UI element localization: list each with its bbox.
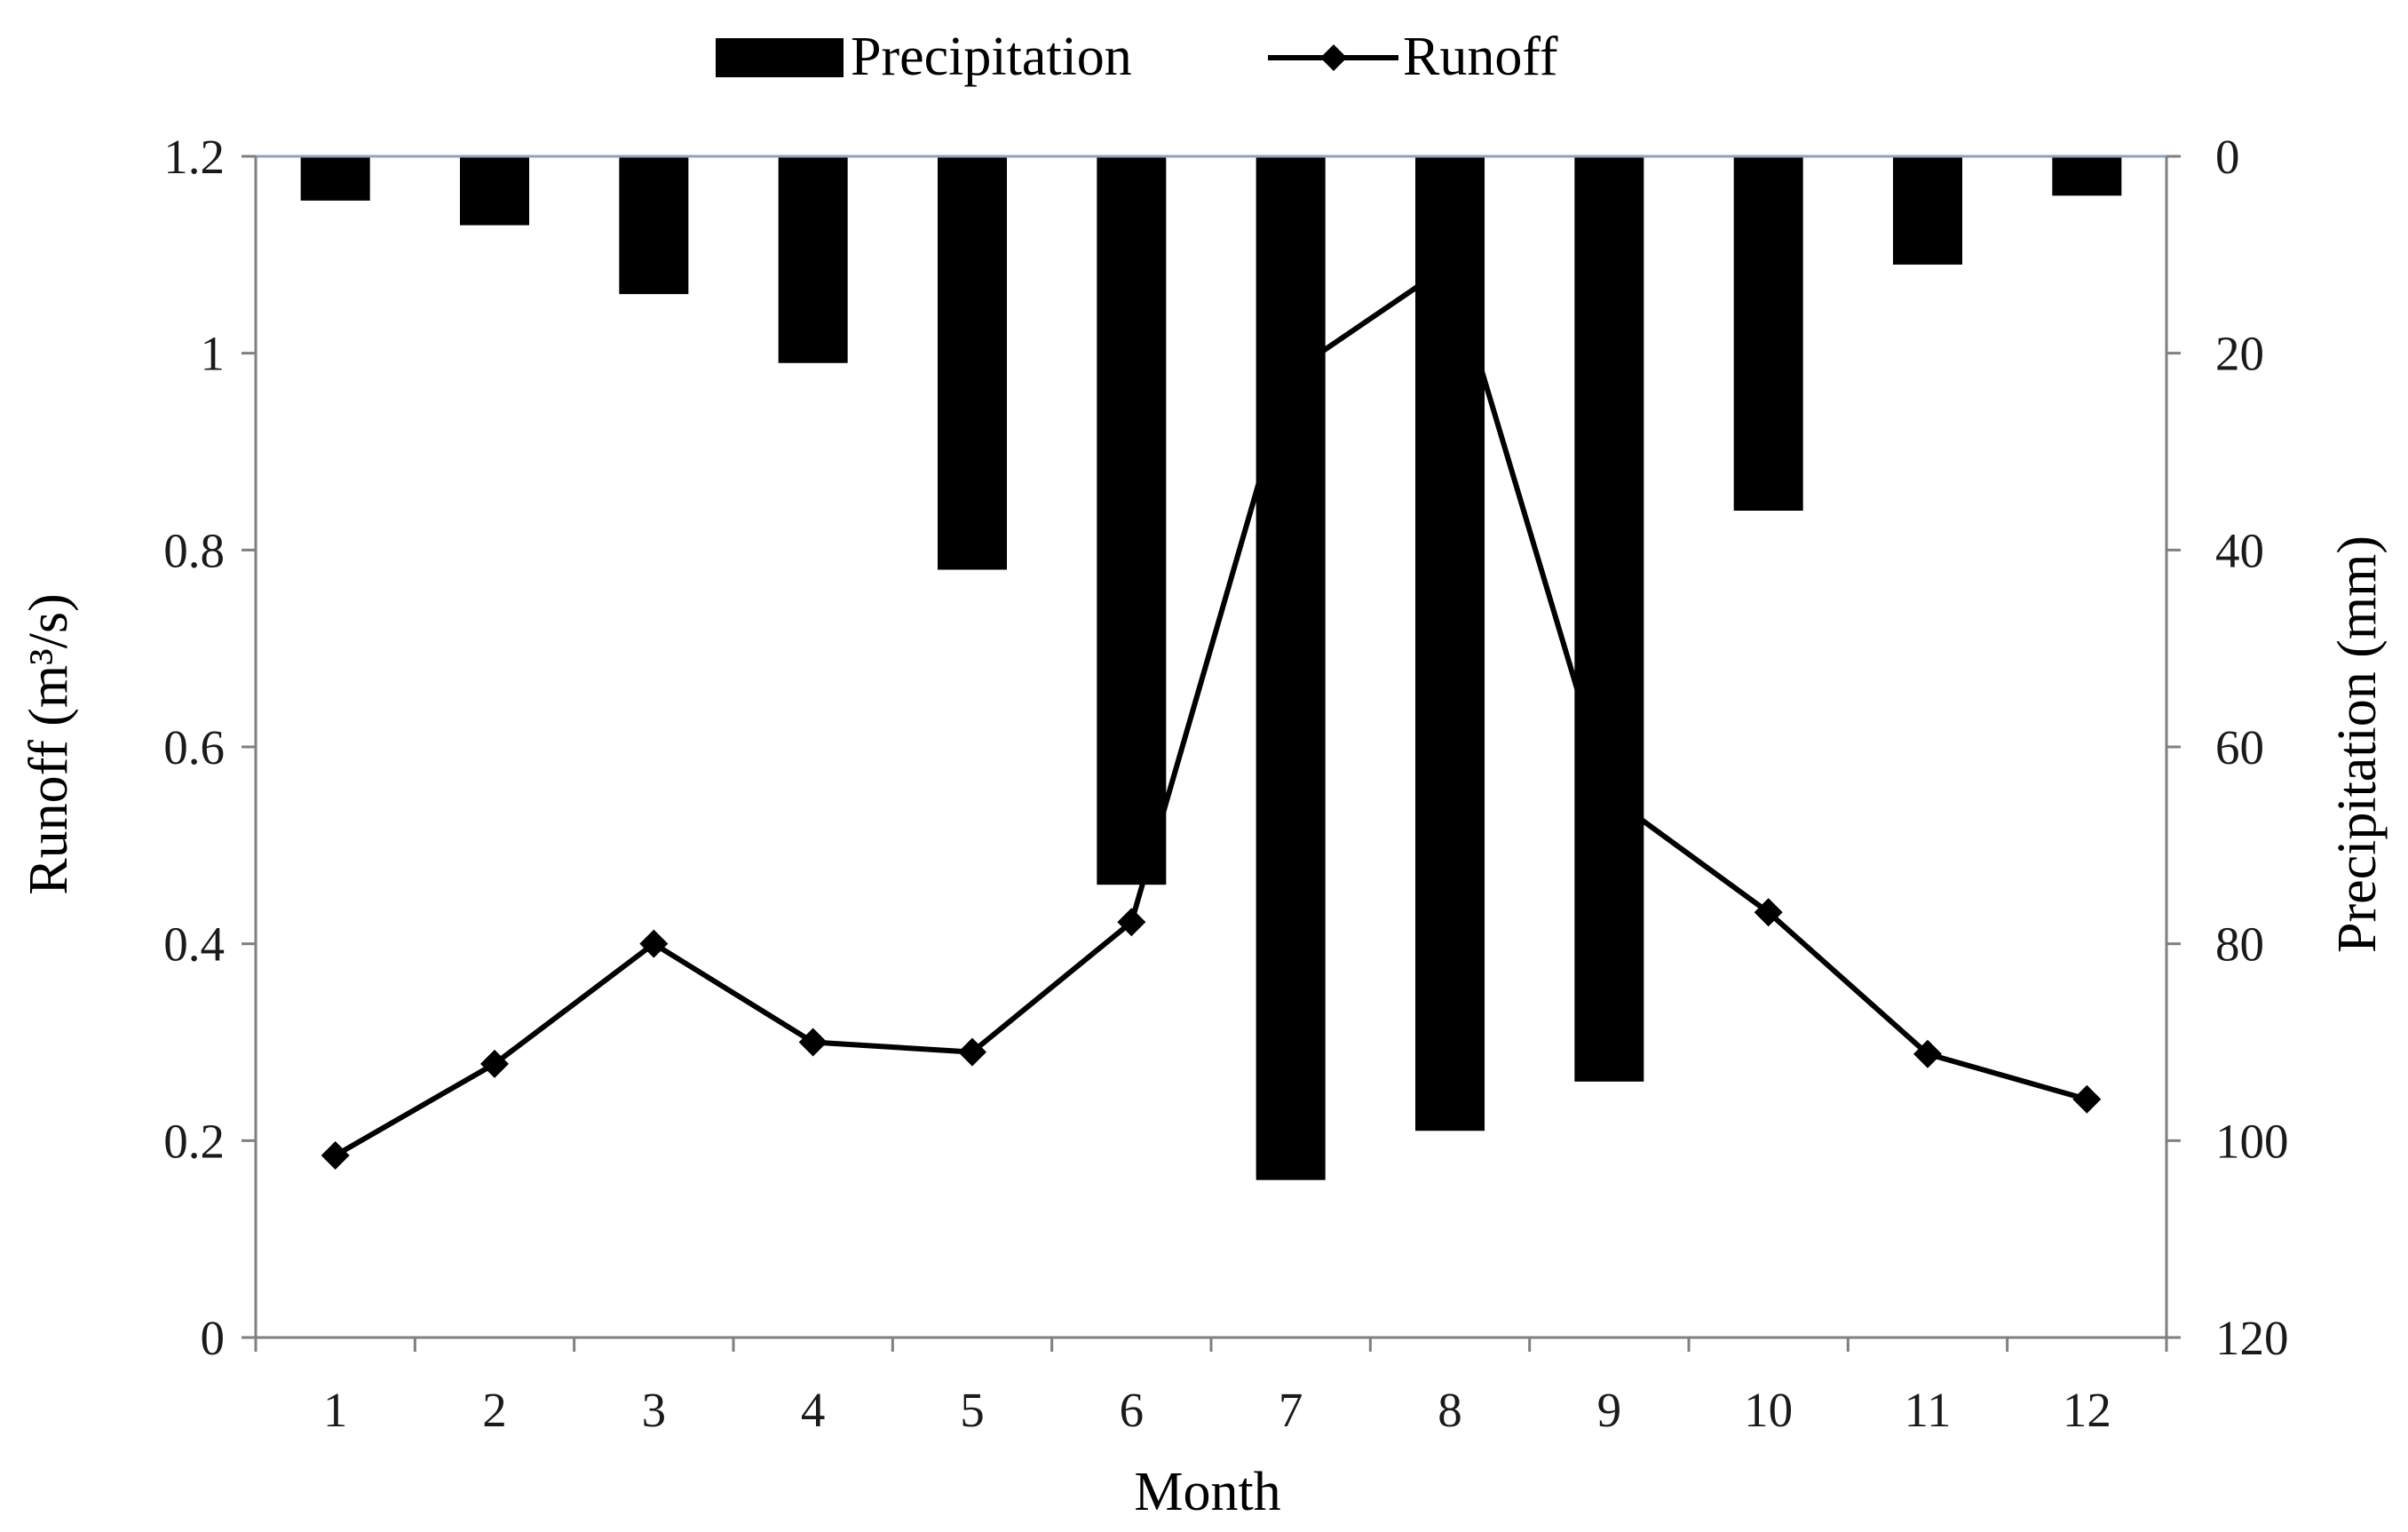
x-tick-label: 1 [323,1383,348,1437]
legend: Precipitation Runoff [716,27,1558,87]
precipitation-bar [938,156,1007,570]
precipitation-bar [1097,156,1167,885]
runoff-line-layer [321,250,2102,1170]
precipitation-bar [460,156,529,226]
runoff-point [958,1037,986,1067]
legend-symbol-precipitation [716,38,844,77]
runoff-point [798,1028,828,1057]
right-y-tick-label: 60 [2215,720,2264,774]
x-tick-label: 12 [2063,1383,2111,1437]
right-y-tick-label: 100 [2215,1114,2289,1168]
left-y-tick-label: 0.6 [163,720,225,774]
x-tick-label: 9 [1597,1383,1622,1437]
runoff-point [1436,250,1464,279]
runoff-point [1754,898,1783,927]
precipitation-bar [2052,156,2122,196]
right-y-tick-label: 120 [2215,1311,2289,1365]
x-tick-label: 7 [1279,1383,1303,1437]
left-y-tick-label: 0 [201,1311,226,1365]
legend-symbol-runoff-marker [1320,44,1347,71]
right-y-tick-label: 80 [2215,917,2264,972]
right-y-tick-label: 40 [2215,523,2264,577]
left-y-tick-label: 0.2 [163,1114,225,1168]
x-tick-label: 11 [1905,1383,1952,1437]
x-tick-label: 3 [642,1383,667,1437]
left-y-tick-label: 1.2 [163,130,225,184]
runoff-point [1276,358,1305,387]
precipitation-bar [619,156,689,295]
x-tick-label: 5 [960,1383,985,1437]
precipitation-bar [1255,156,1326,1180]
x-tick-label: 2 [482,1383,507,1437]
x-tick-label: 6 [1120,1383,1145,1437]
precipitation-bar [1574,156,1644,1082]
runoff-point [480,1049,509,1078]
precipitation-bar [1415,156,1485,1131]
runoff-point [1913,1039,1942,1068]
left-y-tick-label: 0.8 [163,523,225,577]
runoff-point [2072,1084,2102,1114]
runoff-point [1595,782,1624,811]
legend-label-precipitation: Precipitation [851,27,1132,87]
left-y-tick-label: 0.4 [163,917,225,972]
runoff-point [639,929,669,958]
left-y-tick-label: 1 [201,327,226,381]
right-y-tick-label: 0 [2215,130,2240,184]
precipitation-bar [1893,156,1962,265]
runoff-line [334,261,2088,1158]
x-tick-label: 8 [1438,1383,1462,1437]
precipitation-bar [778,156,848,363]
precipitation-bar [300,156,370,201]
precipitation-bar [1733,156,1803,511]
runoff-point [1117,908,1146,937]
x-axis-title: Month [1134,1462,1280,1522]
right-y-axis-title: Precipitation (mm) [2327,536,2388,953]
x-tick-label: 4 [801,1383,826,1437]
right-y-tick-label: 20 [2215,327,2264,381]
precipitation-bars [300,156,2122,1180]
legend-label-runoff: Runoff [1403,27,1558,87]
runoff-point [321,1140,350,1170]
left-y-axis-title: Runoff (m³/s) [19,593,79,895]
x-tick-label: 10 [1744,1383,1793,1437]
